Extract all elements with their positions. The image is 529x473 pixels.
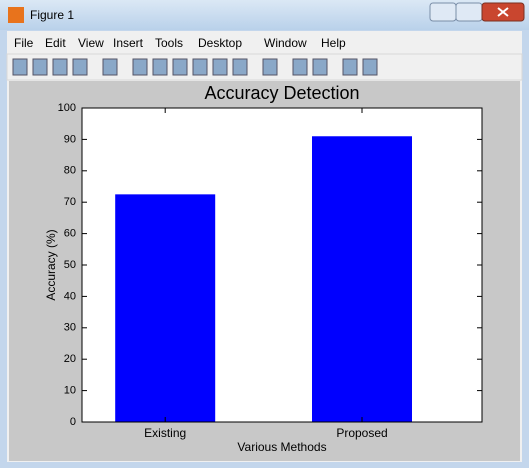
close-icon xyxy=(497,7,509,17)
menu-item[interactable]: Desktop xyxy=(198,36,242,50)
bar xyxy=(312,136,412,422)
menu-item[interactable]: File xyxy=(14,36,34,50)
tool-pan[interactable] xyxy=(172,58,188,76)
tool-datacursor[interactable] xyxy=(212,58,228,76)
bar xyxy=(115,194,216,422)
toolbar-icons xyxy=(12,58,378,76)
x-axis-label: Various Methods xyxy=(237,440,326,454)
plot: 0 10 20 30 40 50 60 70 80 90 100 Existing Proposed xyxy=(58,102,482,440)
y-tick-label: 60 xyxy=(64,228,76,240)
tool-rotate[interactable] xyxy=(192,58,208,76)
y-tick-label: 10 xyxy=(64,385,76,397)
menu-item[interactable]: View xyxy=(78,36,104,50)
y-tick-label: 40 xyxy=(64,290,76,302)
chart-title: Accuracy Detection xyxy=(204,83,359,103)
y-tick-label: 90 xyxy=(64,133,76,145)
tool-hide[interactable] xyxy=(342,58,358,76)
tool-brush[interactable] xyxy=(232,58,248,76)
y-tick-label: 80 xyxy=(64,165,76,177)
y-tick-label: 30 xyxy=(64,322,76,334)
tool-colorbar[interactable] xyxy=(292,58,308,76)
x-tick-label: Proposed xyxy=(336,426,387,440)
menu-item[interactable]: Window xyxy=(264,36,307,50)
y-tick-label: 100 xyxy=(58,102,76,114)
y-tick-label: 20 xyxy=(64,353,76,365)
y-axis-label: Accuracy (%) xyxy=(44,229,58,300)
tool-save[interactable] xyxy=(52,58,68,76)
menu-item[interactable]: Insert xyxy=(113,36,144,50)
tool-print[interactable] xyxy=(72,58,88,76)
x-tick-label: Existing xyxy=(144,426,186,440)
tool-pointer[interactable] xyxy=(102,58,118,76)
app-icon xyxy=(8,7,24,23)
y-tick-label: 70 xyxy=(64,196,76,208)
y-tick-label: 50 xyxy=(64,259,76,271)
menu-item[interactable]: Tools xyxy=(155,36,183,50)
menu-item[interactable]: Edit xyxy=(45,36,66,50)
tool-zoom-out[interactable] xyxy=(152,58,168,76)
window-title: Figure 1 xyxy=(30,8,74,22)
y-tick-label: 0 xyxy=(70,416,76,428)
menu-item[interactable]: Help xyxy=(321,36,346,50)
tool-new[interactable] xyxy=(12,58,28,76)
tool-open[interactable] xyxy=(32,58,48,76)
tool-show[interactable] xyxy=(362,58,378,76)
axes-box xyxy=(81,107,483,423)
tool-zoom-in[interactable] xyxy=(132,58,148,76)
maximize-button[interactable] xyxy=(455,2,483,22)
tool-legend[interactable] xyxy=(312,58,328,76)
tool-link[interactable] xyxy=(262,58,278,76)
minimize-button[interactable] xyxy=(429,2,457,22)
menu-bar: File Edit View Insert Tools Desktop Window Help xyxy=(14,36,346,50)
